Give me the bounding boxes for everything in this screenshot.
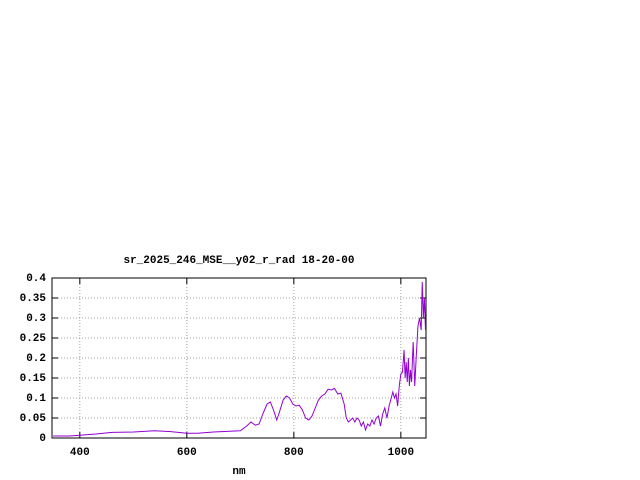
y-tick-label: 0.2 [26, 353, 46, 365]
x-tick-label: 1000 [388, 447, 414, 459]
x-tick-label: 400 [70, 447, 90, 459]
y-tick-label: 0.4 [26, 273, 46, 285]
x-tick-label: 600 [177, 447, 197, 459]
y-tick-label: 0.25 [20, 333, 47, 345]
chart-title: sr_2025_246_MSE__y02_r_rad 18-20-00 [123, 255, 354, 267]
y-tick-label: 0.3 [26, 313, 46, 325]
x-tick-label: 800 [284, 447, 304, 459]
y-tick-label: 0.35 [20, 293, 47, 305]
y-tick-label: 0 [39, 433, 46, 445]
data-line [53, 281, 426, 437]
y-tick-label: 0.05 [20, 413, 47, 425]
y-tick-label: 0.15 [20, 373, 47, 385]
y-tick-label: 0.1 [26, 393, 46, 405]
x-axis-label: nm [232, 466, 246, 478]
plot-border [51, 277, 427, 439]
